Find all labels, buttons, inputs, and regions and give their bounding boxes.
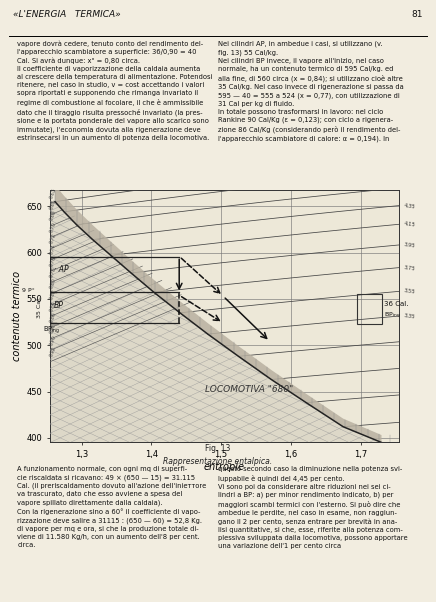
Text: 0,70: 0,70 (48, 221, 56, 233)
Text: 35 Cal.: 35 Cal. (37, 296, 42, 318)
Text: questo secondo caso la diminuzione nella potenza svi-
luppabile è quindi del 4,4: questo secondo caso la diminuzione nella… (218, 466, 408, 549)
Text: 0,80: 0,80 (48, 278, 56, 290)
Text: 0,90: 0,90 (48, 334, 56, 346)
Text: 0,65: 0,65 (48, 199, 56, 210)
Text: BP: BP (54, 301, 64, 310)
Text: 0,86: 0,86 (48, 311, 56, 323)
Text: 3,35: 3,35 (404, 313, 416, 319)
Text: Fig. 13: Fig. 13 (205, 444, 231, 453)
Text: 0,63: 0,63 (48, 187, 56, 199)
Polygon shape (50, 202, 382, 442)
Text: 0,88: 0,88 (48, 323, 56, 335)
Text: 0,68: 0,68 (48, 209, 56, 222)
Text: · AP: · AP (54, 265, 68, 275)
Text: 3,75: 3,75 (404, 264, 416, 271)
Text: 3,95: 3,95 (404, 241, 416, 248)
Text: 36 Cal.: 36 Cal. (384, 300, 408, 306)
X-axis label: entropie: entropie (204, 462, 245, 472)
Text: 4,35: 4,35 (404, 202, 416, 209)
Text: «L'ENERGIA   TERMICA»: «L'ENERGIA TERMICA» (13, 10, 121, 19)
Text: 0,72: 0,72 (48, 232, 56, 244)
Text: 4,15: 4,15 (404, 221, 416, 228)
Text: 0,82: 0,82 (48, 289, 56, 300)
Text: vapore dovrà cedere, tenuto conto del rendimento del-
l'apparecchio scambiatore : vapore dovrà cedere, tenuto conto del re… (17, 40, 213, 141)
Text: LOCOMOTIVA "680": LOCOMOTIVA "680" (205, 385, 293, 394)
Text: Rappresentazione entalpica.: Rappresentazione entalpica. (164, 457, 272, 466)
Polygon shape (55, 185, 382, 442)
Y-axis label: contenuto termico: contenuto termico (13, 271, 23, 361)
Text: 0,76: 0,76 (48, 255, 56, 267)
Text: 81: 81 (412, 10, 423, 19)
Bar (357, 294, 382, 324)
Text: 0,74: 0,74 (48, 244, 56, 255)
Text: 9 P°: 9 P° (22, 288, 35, 293)
Text: 0,92: 0,92 (48, 346, 56, 357)
Text: 3,55: 3,55 (404, 288, 416, 294)
Text: Nei cilindri AP, in ambedue i casi, si utilizzano (v.
fig. 13) 55 Cal/kg.
Nei ci: Nei cilindri AP, in ambedue i casi, si u… (218, 40, 404, 142)
Text: BP$_{\rm ing}$: BP$_{\rm ing}$ (43, 324, 61, 336)
Text: BP$_{\rm ing}$: BP$_{\rm ing}$ (384, 311, 400, 321)
Text: A funzionamento normale, con ogni mq di superfi-
cie riscaldata si ricavano: 49 : A funzionamento normale, con ogni mq di … (17, 466, 206, 548)
Text: 0,78: 0,78 (48, 266, 56, 278)
Text: 0,84: 0,84 (48, 300, 56, 312)
